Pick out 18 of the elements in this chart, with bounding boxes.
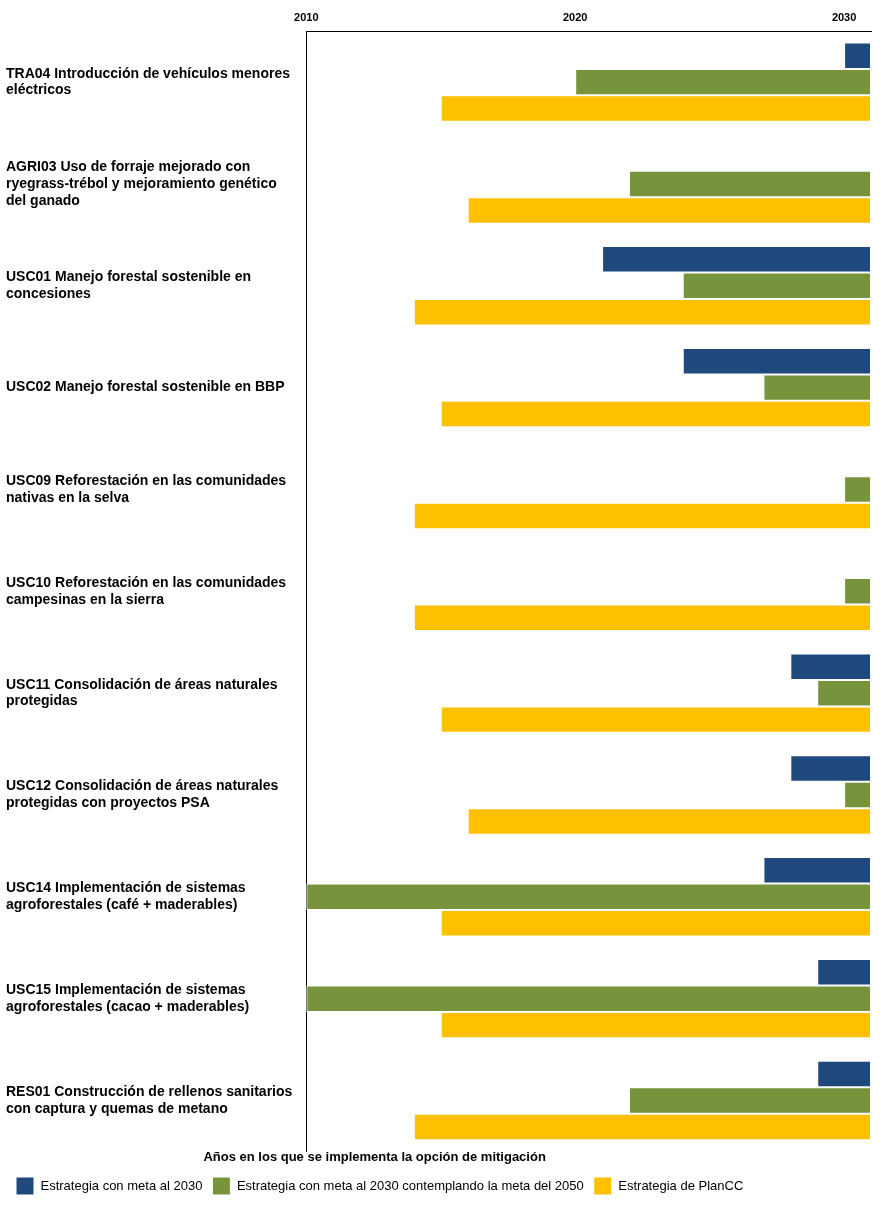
x-tick-label: 2030 [831, 10, 857, 23]
y-tick-label: TRA04 Introducción de vehículos menores eléctricos [6, 64, 291, 98]
y-tick-label: USC14 Implementación de sistemas agroforestales (café + maderables) [6, 879, 246, 913]
y-tick-label: USC10 Reforestación en las comunidades campesinas en la sierra [6, 573, 287, 607]
y-tick-label: USC09 Reforestación en las comunidades nativas en la selva [6, 471, 287, 505]
x-tick-label: 2010 [294, 10, 319, 23]
legend-label: Estrategia con meta al 2030 [40, 1177, 203, 1193]
x-tick-label: 2020 [562, 10, 588, 23]
y-tick-label: USC02 Manejo forestal sostenible en BBP [6, 378, 285, 395]
legend-label: Estrategia con meta al 2030 contemplando la meta del 2050 [236, 1177, 584, 1193]
legend-title: Años en los que se implementa la opción de mitigación [203, 1149, 546, 1165]
y-tick-label: USC12 Consolidación de áreas naturales protegidas con proyectos PSA [6, 777, 279, 811]
y-tick-label: USC01 Manejo forestal sostenible en concesiones [6, 268, 252, 302]
legend-label: Estrategia de PlanCC [618, 1177, 744, 1193]
y-tick-label: RES01 Construcción de rellenos sanitarios con captura y quemas de metano [6, 1082, 293, 1116]
y-tick-label: USC11 Consolidación de áreas naturales protegidas [6, 675, 278, 709]
y-tick-label: AGRI03 Uso de forraje mejorado con ryegrass-trébol y mejoramiento genético del ganado [6, 158, 277, 208]
y-tick-label: USC15 Implementación de sistemas agroforestales (cacao + maderables) [6, 981, 250, 1014]
